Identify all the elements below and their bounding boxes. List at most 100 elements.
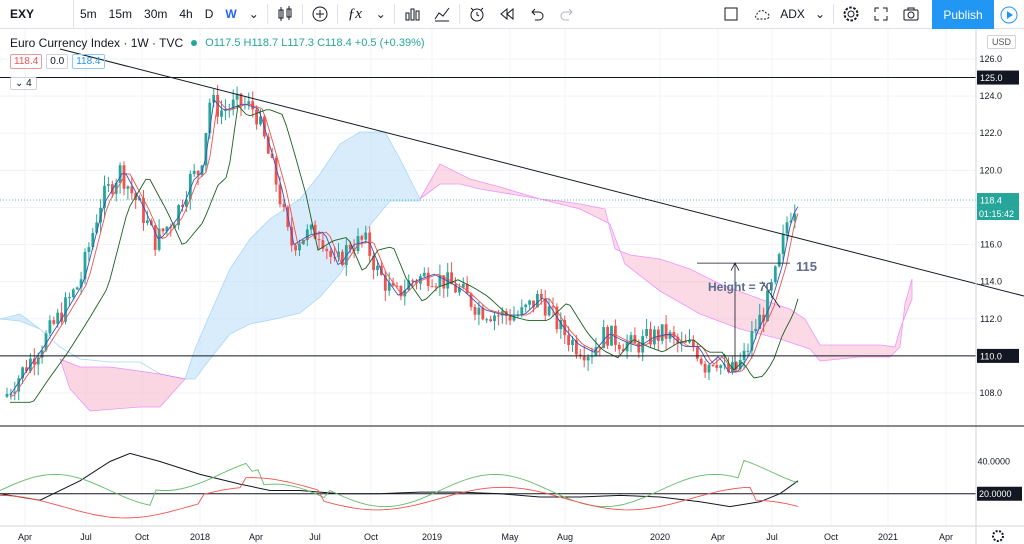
candles-icon[interactable] (270, 0, 300, 29)
candle-body (777, 254, 781, 267)
candle-body (664, 324, 668, 339)
interval-15m[interactable]: 15m (108, 7, 133, 21)
candle-body (25, 367, 28, 372)
candle-body (407, 280, 411, 291)
interval-dropdown-icon[interactable]: ⌄ (248, 7, 259, 21)
settings-gear-icon[interactable] (836, 0, 866, 29)
candle-body (773, 266, 777, 283)
last-price-tag-bg (977, 193, 1019, 208)
interval-w[interactable]: W (225, 7, 237, 21)
symbol-title[interactable]: Euro Currency Index · 1W · TVC (10, 36, 184, 50)
symbol-legend: Euro Currency Index · 1W · TVC O117.5 H1… (10, 36, 425, 50)
cloud-bearish (59, 358, 186, 412)
candle-body (746, 350, 750, 352)
height-label: Height = 70 (708, 280, 773, 294)
collapse-indicators-button[interactable]: ⌄ 4 (10, 77, 37, 90)
candle-body (645, 329, 648, 337)
templates-icon[interactable] (427, 0, 457, 29)
candle-body (668, 332, 672, 339)
layout-name[interactable]: ADX (780, 7, 805, 21)
symbol-search[interactable]: EXY (0, 0, 74, 29)
indicators-dropdown-icon[interactable]: ⌄ (375, 7, 386, 21)
play-icon[interactable] (994, 0, 1024, 29)
candle-body (781, 233, 785, 255)
candle-body (231, 99, 235, 110)
target-label: 115 (796, 259, 817, 274)
candle-body (469, 293, 473, 307)
price-tick-label: 120.0 (979, 165, 1002, 175)
candle-body (52, 320, 56, 324)
replay-icon[interactable] (492, 0, 522, 29)
last-price-tag: 118.4 (980, 196, 1002, 206)
candle-body (719, 365, 723, 368)
indicators-icon[interactable]: ƒx (347, 5, 362, 22)
currency-badge[interactable]: USD (986, 35, 1016, 49)
adx-line (0, 452, 799, 508)
candle-body (220, 110, 223, 117)
alert-clock-icon[interactable] (462, 0, 492, 29)
candle-body (48, 320, 52, 334)
candle-body (477, 307, 481, 315)
interval-4h[interactable]: 4h (179, 7, 193, 21)
candle-body (282, 204, 286, 208)
time-tick-label: Jul (309, 532, 321, 542)
divider (266, 4, 268, 24)
candle-body (547, 306, 551, 316)
time-tick-label: 2018 (190, 532, 210, 542)
candle-body (446, 272, 450, 289)
candle-body (649, 329, 652, 345)
candle-body (44, 333, 48, 351)
level-125-tag: 125.0 (980, 73, 1003, 83)
divider (833, 4, 834, 24)
ichimoku-cloud (0, 131, 913, 412)
candle-body (192, 170, 196, 175)
cloud-icon[interactable] (746, 0, 776, 29)
price-tick-label: 108.0 (979, 388, 1002, 398)
candle-body (754, 328, 758, 332)
interval-5m[interactable]: 5m (80, 7, 97, 21)
level-110-tag: 110.0 (980, 351, 1002, 361)
drawings: 115 Height = 70 (0, 48, 1024, 371)
candle-body (516, 315, 520, 317)
adx-tick-20: 20.0000 (979, 489, 1012, 499)
axes: Apr Jul Oct 2018 Apr Jul Oct 2019 May Aug 2020 Apr J… (0, 29, 1024, 544)
candle-body (430, 286, 434, 288)
candle-body (32, 358, 36, 365)
candle-body (688, 340, 691, 343)
candle-body (36, 357, 40, 365)
camera-icon[interactable] (896, 0, 926, 29)
redo-icon[interactable] (552, 0, 582, 29)
time-tick-label: 2020 (650, 532, 670, 542)
divider (301, 4, 303, 24)
candle-body (586, 356, 590, 361)
candle-body (146, 220, 149, 223)
price-tick-label: 112.0 (980, 314, 1002, 324)
financials-icon[interactable] (397, 0, 427, 29)
candle-body (60, 312, 63, 322)
candle-body (422, 272, 426, 277)
candle-body (235, 93, 239, 100)
fullscreen-icon[interactable] (866, 0, 896, 29)
interval-30m[interactable]: 30m (144, 7, 168, 21)
candle-body (508, 315, 512, 321)
candle-body (317, 238, 321, 241)
publish-button[interactable]: Publish (932, 0, 994, 29)
candle-body (731, 362, 734, 372)
candle-body (473, 306, 477, 315)
candle-body (621, 349, 625, 352)
price-tick-label: 114.0 (980, 277, 1002, 287)
layout-dropdown-icon[interactable]: ⌄ (814, 7, 825, 21)
chart-canvas[interactable]: 115 Height = 70 Apr Jul Oct 2018 Apr Jul Oct 201… (0, 29, 1024, 544)
interval-d[interactable]: D (204, 7, 214, 21)
candle-body (770, 282, 773, 291)
wedge-line (761, 281, 781, 308)
candle-body (497, 315, 500, 317)
candle-body (571, 339, 574, 345)
compare-add-icon[interactable] (305, 0, 335, 29)
layout-square-icon[interactable] (716, 0, 746, 29)
candle-body (766, 290, 769, 322)
candle-body (212, 94, 216, 103)
candle-body (118, 165, 122, 184)
chip-change: 0.0 (46, 54, 69, 69)
undo-icon[interactable] (522, 0, 552, 29)
